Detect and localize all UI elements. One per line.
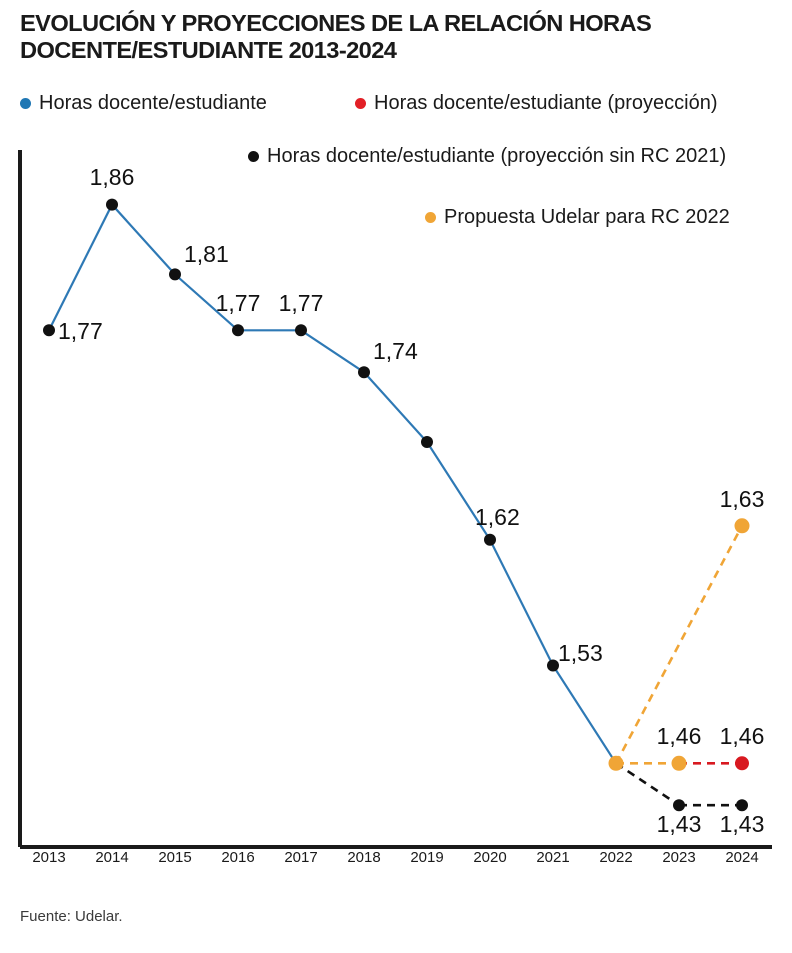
svg-text:1,43: 1,43 — [720, 811, 765, 837]
svg-text:1,53: 1,53 — [558, 640, 603, 666]
svg-text:2018: 2018 — [347, 849, 380, 866]
svg-text:2022: 2022 — [599, 849, 632, 866]
svg-text:1,46: 1,46 — [720, 723, 765, 749]
svg-text:2019: 2019 — [410, 849, 443, 866]
svg-text:2021: 2021 — [536, 849, 569, 866]
svg-text:2020: 2020 — [473, 849, 506, 866]
svg-text:1,62: 1,62 — [475, 504, 520, 530]
svg-text:2014: 2014 — [95, 849, 128, 866]
svg-text:1,74: 1,74 — [373, 338, 418, 364]
svg-text:2016: 2016 — [221, 849, 254, 866]
svg-text:2015: 2015 — [158, 849, 191, 866]
svg-text:2013: 2013 — [32, 849, 65, 866]
svg-text:1,63: 1,63 — [720, 486, 765, 512]
svg-text:1,46: 1,46 — [657, 723, 702, 749]
svg-text:1,77: 1,77 — [216, 290, 261, 316]
svg-text:1,77: 1,77 — [58, 318, 103, 344]
svg-text:1,86: 1,86 — [90, 164, 135, 190]
svg-text:2023: 2023 — [662, 849, 695, 866]
svg-text:2024: 2024 — [725, 849, 758, 866]
svg-text:2017: 2017 — [284, 849, 317, 866]
svg-text:1,77: 1,77 — [279, 290, 324, 316]
svg-text:1,81: 1,81 — [184, 241, 229, 267]
svg-text:1,43: 1,43 — [657, 811, 702, 837]
